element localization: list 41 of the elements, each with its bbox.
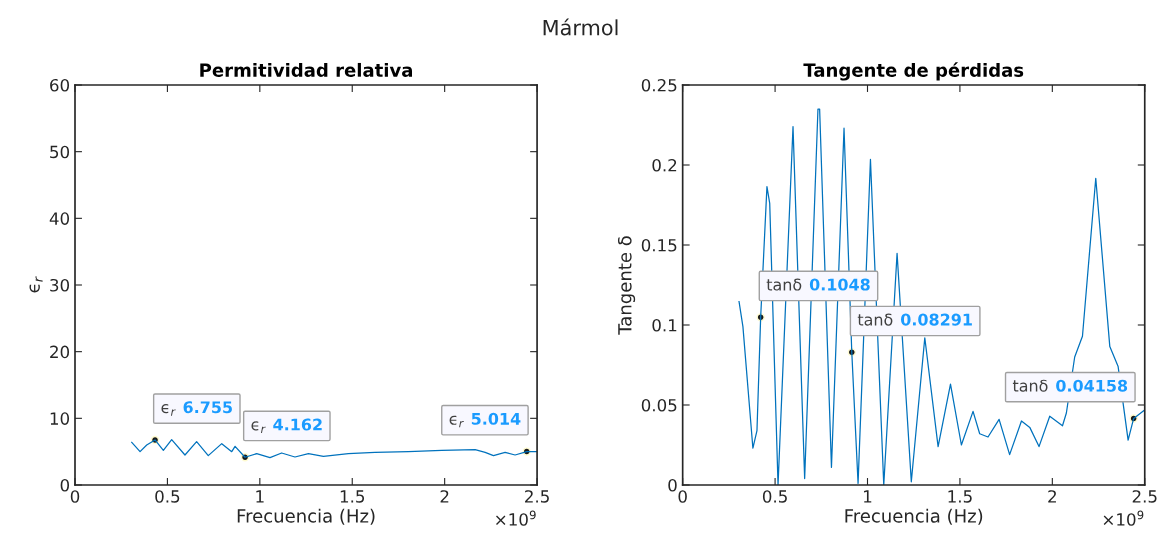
y-tick-label: 50 <box>50 145 70 159</box>
x-axis-title: Frecuencia (Hz) <box>845 508 983 525</box>
x-tick-label: 1 <box>864 490 872 503</box>
y-tick-label: 60 <box>50 78 70 92</box>
y-axis-title: ϵ$_{r}$ <box>29 276 43 293</box>
x-tick-label: 1 <box>256 490 264 503</box>
x-tick-label: 2 <box>440 490 449 503</box>
annotation: ϵ$_{r}$ 6.755 <box>161 401 232 416</box>
chart-title: Permitividad relativa <box>200 62 413 77</box>
annotation: tanδ 0.08291 <box>857 313 972 326</box>
x-tick-label: 1.5 <box>340 490 365 503</box>
x-tick-label: 0 <box>678 490 687 503</box>
line-series <box>738 108 1145 485</box>
x-tick-label: 0 <box>70 490 80 503</box>
y-tick-label: 0.1 <box>652 318 677 332</box>
y-tick-label: 40 <box>49 212 70 225</box>
x-tick-label: 1.5 <box>948 490 972 503</box>
x-tick-label: 0.5 <box>762 490 787 503</box>
annotation: ϵ$_{r}$ 4.162 <box>251 418 322 433</box>
text: ×10$^{9}$ <box>496 510 536 526</box>
text: Mármol <box>543 18 618 36</box>
y-tick-label: 0 <box>668 478 677 492</box>
x-axis-title: Frecuencia (Hz) <box>237 508 375 525</box>
x-tick-label: 2 <box>1048 490 1056 503</box>
y-tick-label: 0.25 <box>641 78 677 92</box>
chart-title: Tangente de pérdidas <box>803 62 1024 81</box>
y-tick-label: 0.15 <box>641 238 677 252</box>
y-tick-label: 30 <box>50 278 70 292</box>
x-tick-label: 2.5 <box>525 490 549 503</box>
x-tick-label: 2.5 <box>1132 490 1157 503</box>
annotation: tanδ 0.1048 <box>766 278 870 291</box>
text: ×10$^{9}$ <box>1103 510 1144 526</box>
y-tick-label: 0 <box>60 478 70 492</box>
annotation: tanδ 0.04158 <box>1012 379 1128 392</box>
y-axis-title: Tangente δ <box>617 236 636 335</box>
annotation: ϵ$_{r}$ 5.014 <box>449 412 521 428</box>
y-tick-label: 0.2 <box>652 158 677 172</box>
y-tick-label: 10 <box>50 412 70 425</box>
y-tick-label: 0.05 <box>641 398 677 412</box>
x-tick-label: 0.5 <box>155 490 180 503</box>
y-tick-label: 20 <box>50 345 70 359</box>
